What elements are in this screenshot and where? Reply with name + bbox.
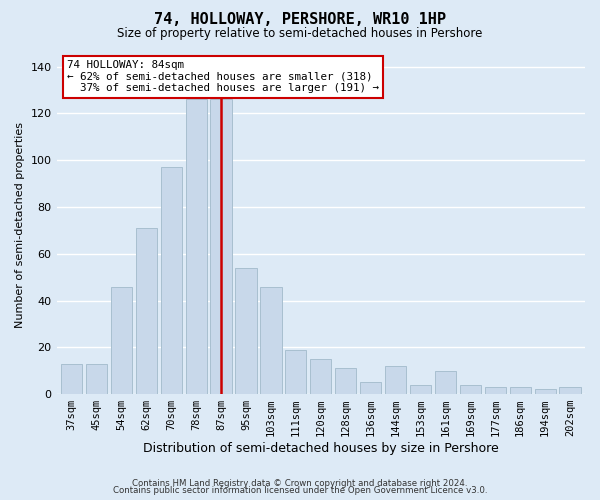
Text: Size of property relative to semi-detached houses in Pershore: Size of property relative to semi-detach… (118, 28, 482, 40)
Bar (260, 286, 281, 394)
Bar (136, 228, 157, 394)
Bar (235, 268, 257, 394)
Bar (285, 350, 307, 394)
Bar (161, 167, 182, 394)
Y-axis label: Number of semi-detached properties: Number of semi-detached properties (15, 122, 25, 328)
Bar (435, 370, 456, 394)
Bar (185, 100, 207, 394)
Bar (535, 390, 556, 394)
Bar (61, 364, 82, 394)
Bar (460, 384, 481, 394)
Bar (360, 382, 381, 394)
Bar (86, 364, 107, 394)
Bar (509, 387, 531, 394)
Bar (559, 387, 581, 394)
Bar (485, 387, 506, 394)
Bar (410, 384, 431, 394)
Text: Contains HM Land Registry data © Crown copyright and database right 2024.: Contains HM Land Registry data © Crown c… (132, 478, 468, 488)
Bar (211, 100, 232, 394)
Bar (335, 368, 356, 394)
X-axis label: Distribution of semi-detached houses by size in Pershore: Distribution of semi-detached houses by … (143, 442, 499, 455)
Bar (385, 366, 406, 394)
Bar (111, 286, 132, 394)
Text: 74 HOLLOWAY: 84sqm
← 62% of semi-detached houses are smaller (318)
  37% of semi: 74 HOLLOWAY: 84sqm ← 62% of semi-detache… (67, 60, 379, 94)
Text: 74, HOLLOWAY, PERSHORE, WR10 1HP: 74, HOLLOWAY, PERSHORE, WR10 1HP (154, 12, 446, 28)
Text: Contains public sector information licensed under the Open Government Licence v3: Contains public sector information licen… (113, 486, 487, 495)
Bar (310, 359, 331, 394)
